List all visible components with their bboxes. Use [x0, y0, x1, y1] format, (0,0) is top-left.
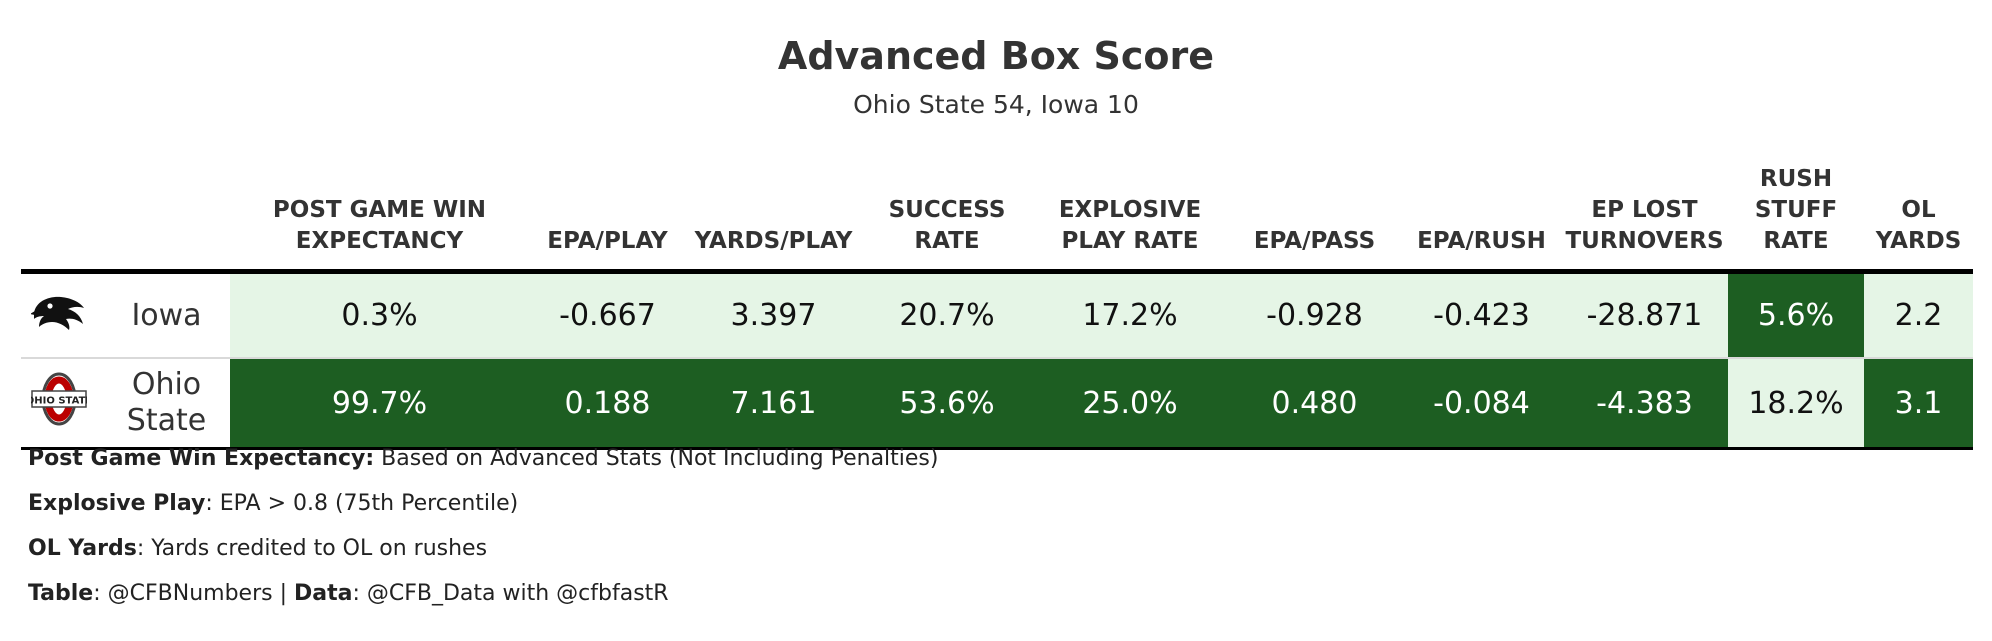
stat-cell-yards-play: 7.161: [686, 358, 861, 450]
footnotes: Post Game Win Expectancy: Based on Advan…: [28, 436, 938, 616]
col-header-win-expectancy: POST GAME WIN EXPECTANCY: [230, 141, 529, 274]
footnote-text: : Yards credited to OL on rushes: [136, 536, 488, 561]
stat-cell-explosive-rate: 25.0%: [1033, 358, 1227, 450]
stat-cell-explosive-rate: 17.2%: [1033, 271, 1227, 359]
col-header-ep-lost: EP LOST TURNOVERS: [1561, 141, 1728, 274]
credit-data-value: : @CFB_Data with @cfbfastR: [352, 581, 669, 606]
stat-cell-win-expectancy: 0.3%: [230, 271, 529, 359]
stat-cell-ep-lost: -28.871: [1561, 271, 1728, 359]
footnote-ol-yards: OL Yards: Yards credited to OL on rushes: [28, 526, 938, 571]
credit-data-label: Data: [293, 581, 353, 606]
footnote-label: Explosive Play: [28, 491, 206, 516]
col-header-success-rate: SUCCESS RATE: [861, 141, 1033, 274]
stat-cell-success-rate: 20.7%: [861, 271, 1033, 359]
footnote-win-expectancy: Post Game Win Expectancy: Based on Advan…: [28, 436, 938, 481]
col-header-yards-play: YARDS/PLAY: [686, 141, 861, 274]
stat-cell-ol-yards: 3.1: [1864, 358, 1973, 450]
col-header-explosive-rate: EXPLOSIVE PLAY RATE: [1033, 141, 1227, 274]
footnote-label: Post Game Win Expectancy:: [28, 446, 375, 471]
team-name: Iowa: [103, 271, 230, 359]
team-header: [103, 141, 230, 274]
stat-cell-epa-rush: -0.423: [1402, 271, 1561, 359]
stat-cell-win-expectancy: 99.7%: [230, 358, 529, 450]
team-logo-cell: OHIO STATE: [21, 358, 103, 450]
col-header-ol-yards: OL YARDS: [1864, 141, 1973, 274]
stat-cell-ep-lost: -4.383: [1561, 358, 1728, 450]
stat-cell-epa-play: -0.667: [529, 271, 686, 359]
col-header-epa-rush: EPA/RUSH: [1402, 141, 1561, 274]
col-header-rush-stuff: RUSH STUFF RATE: [1728, 141, 1864, 274]
source-credit: Table: @CFBNumbers | Data: @CFB_Data wit…: [28, 571, 938, 616]
stat-cell-epa-play: 0.188: [529, 358, 686, 450]
credit-table-value: : @CFBNumbers |: [93, 581, 294, 606]
stat-cell-epa-pass: 0.480: [1227, 358, 1402, 450]
stat-cell-yards-play: 3.397: [686, 271, 861, 359]
col-header-epa-play: EPA/PLAY: [529, 141, 686, 274]
ohio-state-logo-text: OHIO STATE: [31, 396, 87, 407]
logo-header: [21, 141, 103, 274]
stat-cell-rush-stuff: 5.6%: [1728, 271, 1864, 359]
footnote-explosive-play: Explosive Play: EPA > 0.8 (75th Percenti…: [28, 481, 938, 526]
iowa-hawkeye-icon: [30, 296, 84, 330]
team-logo-cell: [21, 271, 103, 359]
stat-cell-ol-yards: 2.2: [1864, 271, 1973, 359]
footnote-text: Based on Advanced Stats (Not Including P…: [374, 446, 939, 471]
stat-cell-epa-pass: -0.928: [1227, 271, 1402, 359]
team-name: Ohio State: [103, 358, 230, 450]
footnote-text: : EPA > 0.8 (75th Percentile): [205, 491, 519, 516]
header-row: POST GAME WIN EXPECTANCY EPA/PLAY YARDS/…: [21, 141, 1973, 274]
ohio-state-logo-icon: OHIO STATE: [26, 372, 92, 426]
stat-cell-epa-rush: -0.084: [1402, 358, 1561, 450]
table-row-iowa: Iowa 0.3% -0.667 3.397 20.7% 17.2% -0.92…: [21, 271, 1973, 359]
box-score-table: POST GAME WIN EXPECTANCY EPA/PLAY YARDS/…: [21, 141, 1973, 450]
footnote-label: OL Yards: [28, 536, 137, 561]
stat-cell-rush-stuff: 18.2%: [1728, 358, 1864, 450]
chart-title: Advanced Box Score: [777, 34, 1215, 78]
credit-table-label: Table: [28, 581, 94, 606]
chart-subtitle: Ohio State 54, Iowa 10: [853, 90, 1139, 119]
stat-cell-success-rate: 53.6%: [861, 358, 1033, 450]
table-row-ohio-state: OHIO STATE Ohio State 99.7% 0.188 7.161 …: [21, 358, 1973, 450]
col-header-epa-pass: EPA/PASS: [1227, 141, 1402, 274]
